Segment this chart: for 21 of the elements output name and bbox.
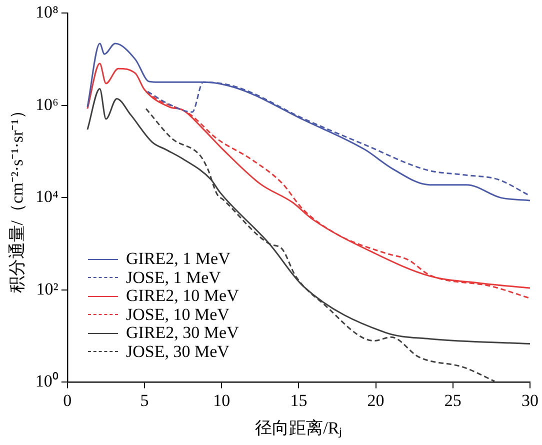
x-tick-label: 0	[63, 390, 72, 410]
line-series	[86, 42, 530, 202]
x-axis-title: 径向距离/Rⱼ	[255, 418, 342, 438]
legend-label: JOSE, 10 MeV	[126, 304, 230, 324]
x-tick-label: 15	[290, 390, 308, 410]
x-tick-label: 30	[522, 390, 538, 410]
legend-label: JOSE, 1 MeV	[126, 268, 221, 287]
legend-label: GIRE2, 10 MeV	[126, 286, 239, 306]
y-axis-title: 积分通量/（cm⁻²·s⁻¹·sr⁻¹）	[8, 102, 27, 294]
y-tick-label: 10⁰	[35, 372, 58, 391]
x-tick-label: 10	[213, 390, 230, 410]
legend-label: GIRE2, 30 MeV	[126, 323, 239, 342]
x-tick-label: 20	[367, 390, 384, 410]
x-tick-label: 25	[444, 390, 462, 410]
y-tick-label: 10⁶	[35, 94, 58, 114]
y-tick-label: 10²	[36, 279, 58, 298]
legend-label: JOSE, 30 MeV	[126, 342, 230, 361]
y-tick-label: 10⁸	[35, 2, 58, 22]
legend-label: GIRE2, 1 MeV	[126, 249, 230, 268]
x-tick-label: 5	[140, 390, 149, 410]
y-tick-label: 10⁴	[35, 187, 58, 206]
